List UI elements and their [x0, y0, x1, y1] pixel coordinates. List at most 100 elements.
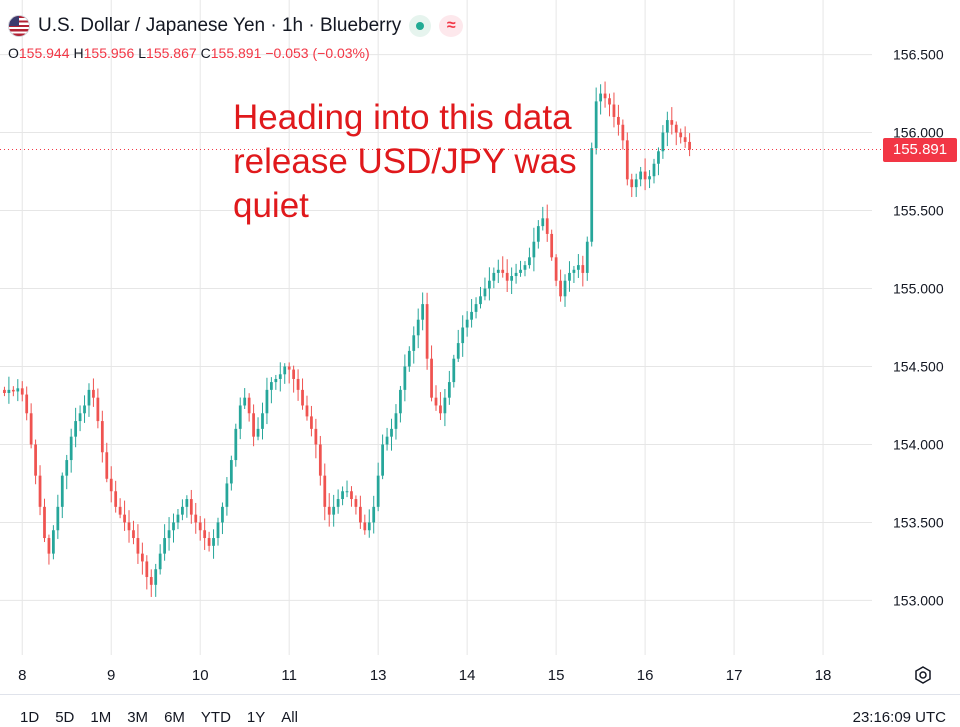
candle-body — [625, 140, 629, 180]
low-label: L — [138, 45, 147, 61]
range-ytd[interactable]: YTD — [200, 709, 231, 726]
candle-body — [212, 538, 215, 546]
candle-body — [332, 506, 336, 515]
candle-body — [278, 374, 282, 379]
candle-body — [203, 530, 207, 539]
candle-body — [132, 530, 135, 539]
candle-body — [563, 280, 567, 297]
candle-body — [399, 389, 402, 414]
candle-body — [305, 405, 309, 417]
candle-body — [608, 98, 611, 105]
open-value: 155.944 — [18, 45, 70, 61]
range-5d[interactable]: 5D — [55, 709, 75, 726]
candle-body — [83, 405, 86, 414]
candle-body — [238, 405, 242, 429]
candle-body — [447, 382, 451, 398]
candle-body — [661, 132, 665, 152]
candle-body — [528, 257, 531, 266]
candle-body — [154, 569, 158, 585]
range-all[interactable]: All — [281, 709, 298, 726]
symbol-header[interactable]: U.S. Dollar / Japanese Yen · 1h · Bluebe… — [8, 12, 464, 40]
candle-body — [189, 499, 193, 515]
candle-body — [16, 388, 20, 392]
candle-body — [425, 304, 429, 359]
y-tick-label: 156.500 — [893, 47, 944, 63]
candle-body — [69, 436, 73, 461]
candle-body — [639, 171, 643, 180]
candle-body — [216, 522, 220, 539]
candle-body — [372, 506, 376, 523]
candle-body — [617, 116, 620, 125]
range-6m[interactable]: 6M — [164, 709, 185, 726]
x-tick-label: 14 — [459, 667, 476, 684]
candle-body — [181, 506, 184, 515]
candle-body — [74, 421, 78, 437]
candle-body — [510, 276, 514, 281]
candle-body — [439, 405, 442, 414]
candle-body — [118, 506, 122, 515]
candle-body — [394, 413, 398, 429]
range-1d[interactable]: 1D — [20, 709, 40, 726]
candle-body — [430, 358, 433, 398]
candle-body — [78, 413, 82, 422]
candle-body — [287, 366, 291, 370]
y-tick-label: 154.000 — [893, 436, 944, 452]
x-tick-label: 8 — [18, 667, 26, 684]
candle-body — [56, 506, 60, 531]
candle-body — [407, 350, 411, 367]
candle-body — [514, 272, 518, 277]
candle-body — [198, 522, 202, 531]
candle-body — [545, 218, 549, 234]
y-tick-label: 153.500 — [893, 514, 944, 530]
candle-body — [256, 428, 260, 437]
close-label: C — [200, 45, 211, 61]
annotation-text: Heading into this data release USD/JPY w… — [233, 98, 577, 225]
candle-body — [163, 538, 166, 554]
low-value: 155.867 — [146, 45, 197, 61]
candle-body — [109, 478, 113, 492]
range-3m[interactable]: 3M — [127, 709, 149, 726]
x-tick-label: 17 — [726, 667, 743, 684]
approx-wave-icon[interactable]: ≈ — [439, 15, 464, 37]
y-tick-label: 155.500 — [893, 203, 944, 219]
candle-body — [554, 257, 558, 281]
candle-body — [657, 151, 660, 164]
close-value: 155.891 — [210, 45, 262, 61]
y-tick-label: 153.000 — [893, 592, 944, 608]
axes: 153.000 153.500 154.000 154.500 155.000 155.5… — [0, 47, 944, 684]
candle-body — [247, 397, 251, 414]
candle-body — [29, 413, 33, 445]
high-label: H — [73, 45, 84, 61]
candle-body — [292, 369, 296, 379]
range-1m[interactable]: 1M — [90, 709, 112, 726]
range-1y[interactable]: 1Y — [246, 709, 266, 726]
x-tick-label: 15 — [548, 667, 565, 684]
high-value: 155.956 — [83, 45, 135, 61]
candle-body — [172, 522, 175, 531]
candle-body — [363, 522, 367, 531]
candle-body — [52, 530, 55, 554]
candle-body — [38, 475, 42, 507]
gear-icon[interactable] — [912, 664, 934, 686]
ohlc-legend: O 155.944 H 155.956 L 155.867 C 155.891 −0.0… — [8, 45, 370, 61]
market-open-dot-icon[interactable] — [409, 15, 432, 37]
candle-body — [34, 444, 37, 476]
candle-body — [536, 226, 540, 242]
candle-body — [452, 358, 456, 383]
candle-body — [688, 141, 691, 150]
candle-body — [43, 506, 46, 539]
candle-body — [585, 241, 589, 273]
candle-body — [274, 378, 278, 383]
candle-body — [185, 499, 189, 507]
candle-body — [492, 272, 496, 281]
candle-body — [327, 506, 331, 515]
candle-body — [470, 311, 473, 320]
candle-body — [92, 389, 95, 398]
candle-body — [501, 269, 505, 273]
candle-body — [465, 319, 469, 328]
candle-body — [358, 506, 362, 523]
candle-body — [149, 577, 153, 585]
x-tick-label: 10 — [192, 667, 209, 684]
